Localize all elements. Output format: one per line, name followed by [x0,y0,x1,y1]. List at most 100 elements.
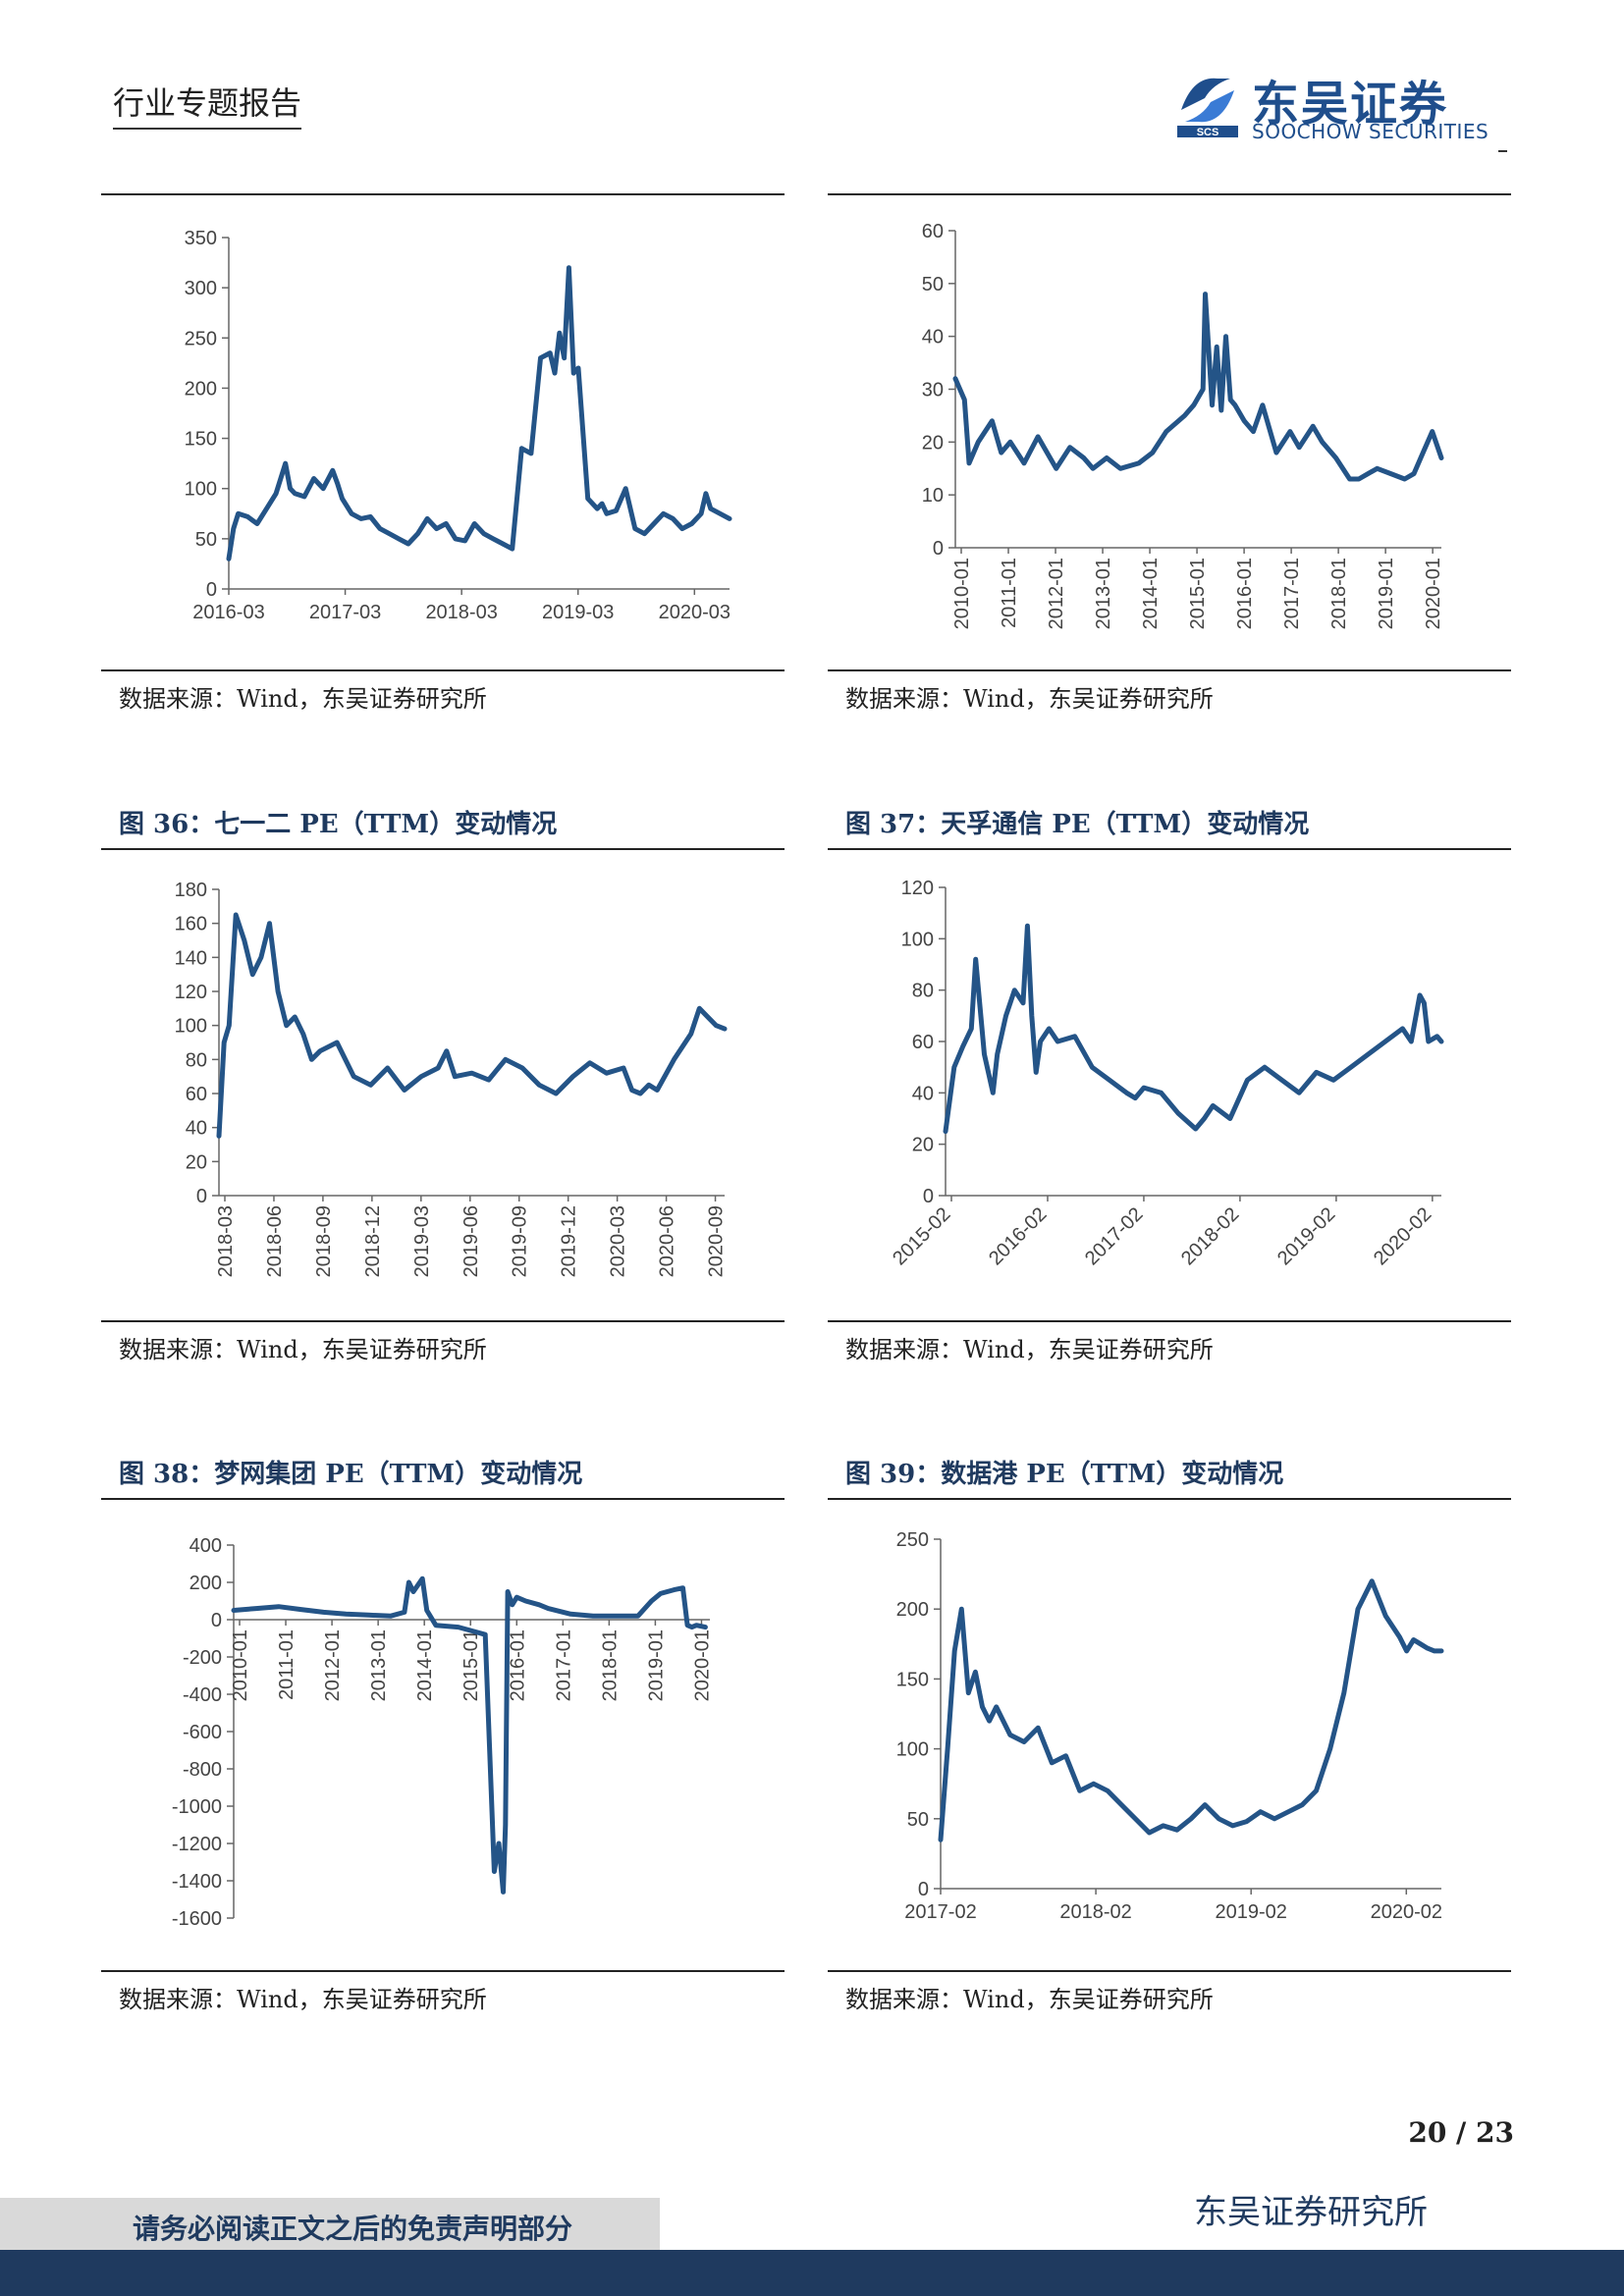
y-tick-label: 180 [175,880,207,901]
y-tick-label: 50 [922,274,944,295]
series-line [938,1578,1444,1842]
page-number: 20 / 23 [1408,2116,1514,2149]
series-line [231,1575,708,1895]
x-tick-label: 2017-02 [904,1901,976,1923]
x-tick-label: 2019-09 [510,1205,531,1277]
y-tick-label: 50 [195,529,217,551]
y-tick-label: 350 [185,228,217,249]
x-tick-label: 2019-12 [559,1205,580,1277]
logo-chinese-text: 东吴证券 [1252,77,1449,132]
data-source: 数据来源：Wind，东吴证券研究所 [845,685,1214,713]
panel-bottom-rule [828,1320,1511,1322]
x-tick-label: 2019-03 [411,1205,433,1277]
panel-top-rule [101,193,785,195]
x-tick-label: 2011-01 [999,558,1020,628]
y-tick-label: 10 [922,485,944,507]
x-tick-label: 2016-02 [985,1203,1051,1269]
x-tick-label: 2017-03 [309,602,381,623]
y-tick-label: -200 [183,1647,222,1669]
y-tick-label: 200 [896,1599,929,1621]
x-tick-label: 2017-02 [1081,1203,1147,1269]
x-tick-label: 2020-03 [608,1205,629,1277]
pe-chart-37: 0 20 40 60 80 100 120 2015-02 2016-02 2017-02 2018… [889,878,1444,1269]
x-tick-label: 2018-03 [425,602,497,623]
data-source: 数据来源：Wind，东吴证券研究所 [845,1336,1214,1363]
x-tick-label: 2010-01 [951,558,973,629]
pe-chart-1: 0 50 100 150 200 250 300 350 2016-03 2017-03 2018-… [185,228,732,623]
y-tick-label: 30 [922,380,944,401]
y-tick-label: 60 [186,1084,207,1105]
panel-bottom-rule [828,669,1511,671]
pe-chart-2: 0 10 20 30 40 50 60 2010-01 2011-01 2012-01 2013-0… [922,221,1444,629]
x-tick-label: 2012-01 [322,1629,344,1701]
y-tick-label: -600 [183,1722,222,1743]
x-tick-label: 2018-01 [1328,558,1350,629]
series-line [943,923,1444,1135]
y-tick-label: 40 [922,327,944,348]
x-tick-label: 2019-01 [1376,558,1397,629]
x-tick-label: 2020-01 [1423,558,1444,629]
report-type: 行业专题报告 [113,79,302,130]
x-tick-label: 2018-12 [362,1205,384,1277]
x-tick-label: 2020-06 [657,1205,678,1277]
x-tick-label: 2020-03 [659,602,731,623]
y-tick-label: 200 [189,1573,222,1594]
y-tick-label: 50 [907,1809,929,1831]
panel-top-rule [828,848,1511,850]
data-source: 数据来源：Wind，东吴证券研究所 [119,685,487,713]
x-tick-label: 2018-01 [599,1629,621,1701]
x-tick-label: 2013-01 [368,1629,390,1701]
figure-title: 图 39：数据港 PE（TTM）变动情况 [845,1460,1284,1489]
y-tick-label: 0 [923,1186,934,1207]
y-tick-label: 100 [185,479,217,501]
panel-bottom-rule [828,1970,1511,1972]
x-tick-label: 2020-01 [691,1629,713,1701]
footer-bar [0,2250,1624,2296]
x-tick-label: 2014-01 [1140,558,1162,629]
data-source: 数据来源：Wind，东吴证券研究所 [119,1336,487,1363]
y-tick-label: 150 [896,1669,929,1690]
x-tick-label: 2019-02 [1215,1901,1286,1923]
x-tick-label: 2017-01 [1281,558,1303,629]
figure-title: 图 36：七一二 PE（TTM）变动情况 [119,810,558,839]
y-tick-label: 60 [922,221,944,242]
y-tick-label: 20 [922,432,944,454]
y-tick-label: 40 [186,1118,207,1140]
x-tick-label: 2016-01 [1234,558,1256,629]
x-tick-label: 2018-02 [1177,1203,1243,1269]
panel-bottom-rule [101,1970,785,1972]
pe-chart-36: 0 20 40 60 80 100 120 140 160 180 2018-03 2018-06 20… [175,880,728,1277]
x-tick-label: 2020-02 [1371,1901,1442,1923]
disclaimer-text: 请务必阅读正文之后的免责声明部分 [133,2213,573,2245]
data-source: 数据来源：Wind，东吴证券研究所 [845,1986,1214,2013]
y-tick-label: 250 [185,328,217,349]
x-tick-label: 2018-02 [1059,1901,1131,1923]
y-tick-label: 20 [186,1151,207,1173]
y-tick-label: 40 [912,1083,934,1104]
y-tick-label: 0 [918,1879,929,1900]
logo-mark-text: SCS [1197,127,1219,138]
series-line [226,265,732,561]
y-tick-label: 120 [901,878,934,899]
disclaimer-banner: 请务必阅读正文之后的免责声明部分 [0,2198,660,2253]
y-tick-label: 250 [896,1529,929,1551]
x-tick-label: 2011-01 [276,1629,298,1700]
brand-logo: SCS 东吴证券 SOOCHOW SECURITIES [1173,71,1507,145]
y-tick-label: 100 [175,1016,207,1038]
panel-top-rule [828,193,1511,195]
series-line [952,292,1444,482]
x-tick-label: 2019-01 [645,1629,667,1701]
panel-top-rule [101,848,785,850]
figure-title: 图 38：梦网集团 PE（TTM）变动情况 [119,1460,583,1489]
x-tick-label: 2020-09 [706,1205,728,1277]
x-tick-label: 2014-01 [414,1629,436,1701]
panel-top-rule [828,1498,1511,1500]
panel-bottom-rule [101,1320,785,1322]
x-tick-label: 2015-01 [1187,558,1209,629]
y-tick-label: 60 [912,1032,934,1053]
header-tick [1498,150,1507,152]
y-tick-label: 150 [185,429,217,451]
x-tick-label: 2010-01 [230,1629,251,1701]
x-tick-label: 2019-03 [542,602,614,623]
x-tick-label: 2015-01 [460,1629,482,1701]
